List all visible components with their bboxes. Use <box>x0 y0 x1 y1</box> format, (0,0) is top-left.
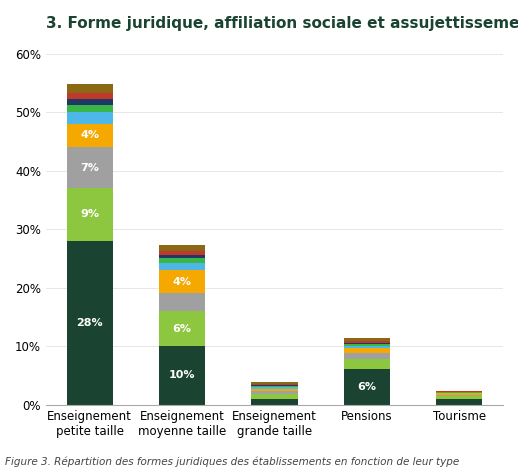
Bar <box>344 338 390 341</box>
Bar <box>251 391 297 394</box>
Bar <box>67 147 113 188</box>
Text: 6%: 6% <box>357 382 376 392</box>
Bar <box>344 353 390 359</box>
Text: Figure 3. Répartition des formes juridiques des établissements en fonction de le: Figure 3. Répartition des formes juridiq… <box>5 457 459 467</box>
Text: 10%: 10% <box>169 371 195 380</box>
Text: 4%: 4% <box>172 277 192 287</box>
Bar <box>436 391 482 392</box>
Bar <box>344 359 390 370</box>
Bar <box>436 392 482 393</box>
Bar <box>251 399 297 405</box>
Bar <box>67 84 113 93</box>
Bar <box>251 387 297 389</box>
Bar <box>67 112 113 124</box>
Bar <box>159 270 205 294</box>
Text: 7%: 7% <box>80 163 99 173</box>
Bar <box>67 99 113 105</box>
Bar <box>436 396 482 399</box>
Text: 3. Forme juridique, affiliation sociale et assujettissement à la TVA: 3. Forme juridique, affiliation sociale … <box>46 15 518 31</box>
Bar <box>344 348 390 353</box>
Bar <box>251 385 297 386</box>
Bar <box>159 311 205 346</box>
Text: 4%: 4% <box>80 130 99 141</box>
Bar <box>436 399 482 405</box>
Bar <box>344 341 390 343</box>
Bar <box>251 394 297 399</box>
Bar <box>67 188 113 241</box>
Bar <box>344 343 390 344</box>
Bar <box>159 255 205 258</box>
Bar <box>436 394 482 395</box>
Bar <box>159 258 205 263</box>
Bar <box>67 105 113 112</box>
Bar <box>159 346 205 405</box>
Text: 9%: 9% <box>80 210 99 219</box>
Bar <box>344 344 390 346</box>
Bar <box>159 251 205 255</box>
Bar <box>251 386 297 387</box>
Bar <box>159 245 205 251</box>
Bar <box>251 384 297 385</box>
Bar <box>159 263 205 270</box>
Bar <box>67 124 113 147</box>
Bar <box>251 389 297 391</box>
Bar <box>344 370 390 405</box>
Bar <box>67 93 113 99</box>
Bar <box>159 294 205 311</box>
Bar <box>251 382 297 384</box>
Text: 6%: 6% <box>172 323 192 334</box>
Bar <box>67 241 113 405</box>
Text: 28%: 28% <box>77 318 103 328</box>
Bar <box>344 346 390 348</box>
Bar <box>436 395 482 396</box>
Bar <box>436 390 482 391</box>
Bar <box>436 393 482 394</box>
